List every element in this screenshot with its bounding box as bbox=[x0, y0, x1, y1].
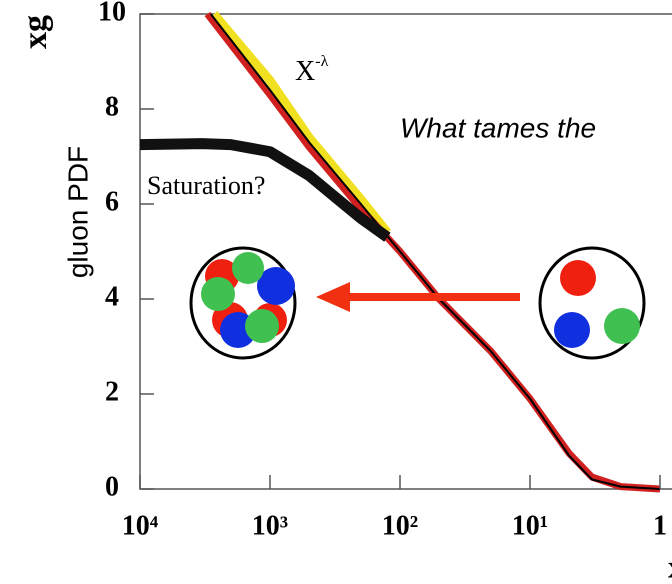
power-law-base: X bbox=[295, 56, 315, 87]
y-tick-label: 4 bbox=[105, 281, 119, 312]
series-group bbox=[139, 11, 661, 493]
x-tick-label: 10³ bbox=[252, 510, 288, 541]
proton-dilute bbox=[538, 246, 646, 360]
gluon bbox=[232, 252, 264, 284]
y-tick-label: 6 bbox=[105, 186, 119, 217]
y-tick-label: 8 bbox=[105, 91, 119, 122]
x-axis-label: x bbox=[668, 548, 672, 584]
quark bbox=[554, 312, 590, 348]
saturation-label: Saturation? bbox=[147, 171, 265, 200]
question-text: What tames the bbox=[400, 112, 596, 143]
gluon bbox=[201, 277, 235, 311]
x-tick-label: 10¹ bbox=[512, 510, 548, 541]
proton-dense bbox=[189, 246, 297, 360]
series-line bbox=[209, 13, 661, 490]
x-tick-label: 1 bbox=[653, 510, 667, 541]
power-law-label: X-λ bbox=[295, 53, 329, 88]
y-tick-label: 2 bbox=[105, 376, 119, 407]
arrow-head bbox=[316, 282, 350, 312]
series-line bbox=[210, 11, 391, 236]
x-tick-label: 10⁴ bbox=[122, 510, 159, 541]
y-axis-label: xg bbox=[17, 15, 54, 49]
y-tick-label: 0 bbox=[105, 471, 119, 502]
plot-frame bbox=[139, 13, 672, 490]
gluon bbox=[245, 309, 279, 343]
y-tick-label: 10 bbox=[98, 0, 126, 27]
quark bbox=[604, 308, 640, 344]
quark bbox=[257, 267, 295, 305]
x-tick-label: 10² bbox=[382, 510, 418, 541]
y-axis-label-2: gluon PDF bbox=[62, 146, 93, 278]
quark bbox=[560, 260, 596, 296]
series-line bbox=[139, 138, 391, 242]
power-law-exponent: -λ bbox=[315, 53, 328, 70]
